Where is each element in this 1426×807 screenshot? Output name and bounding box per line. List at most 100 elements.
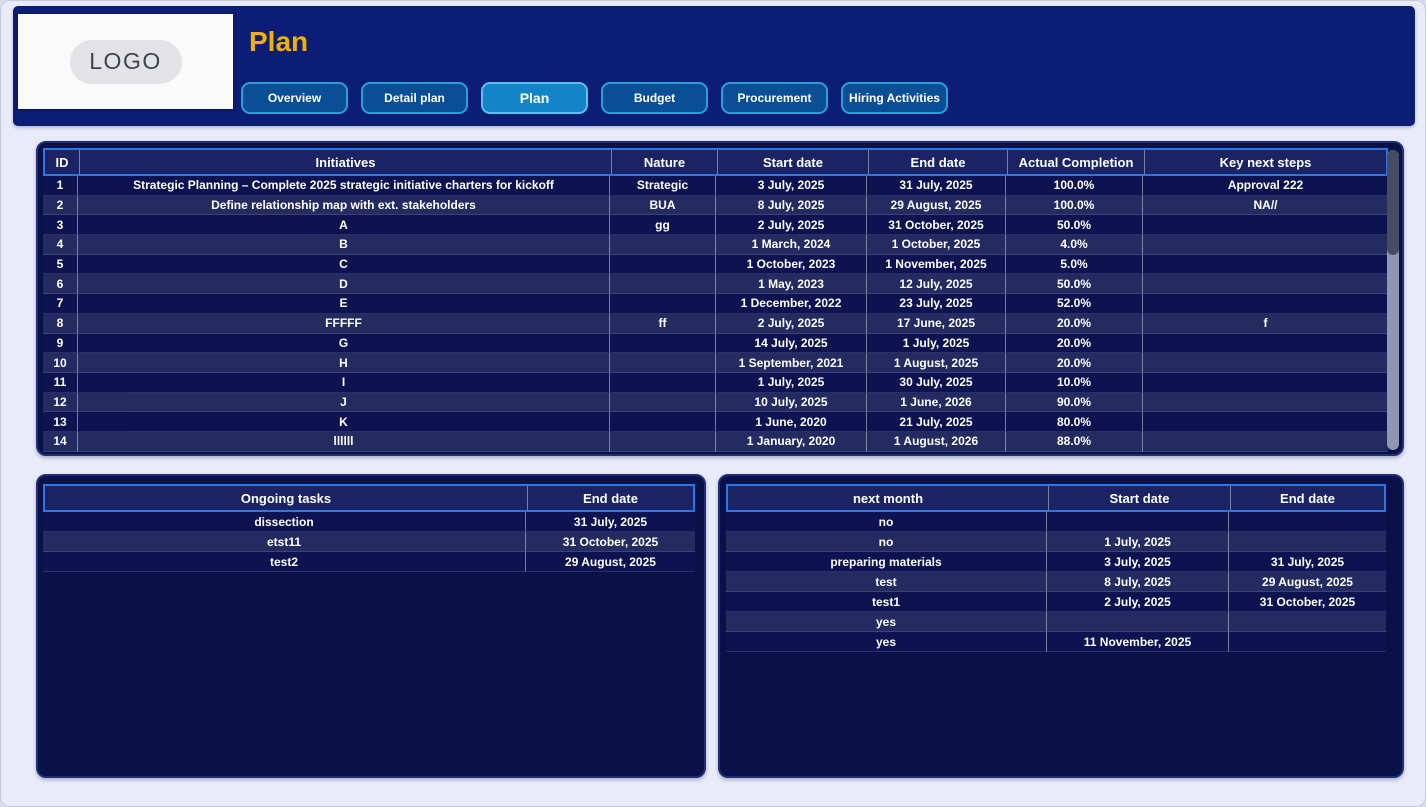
cell [1143, 373, 1388, 393]
column-header: next month [728, 486, 1049, 510]
cell [1047, 512, 1229, 532]
cell: f [1143, 314, 1388, 334]
cell: D [78, 274, 610, 295]
cell: 29 August, 2025 [1229, 572, 1386, 592]
column-header: Start date [718, 150, 869, 174]
cell: Define relationship map with ext. stakeh… [78, 195, 610, 216]
cell: 50.0% [1006, 274, 1143, 295]
cell: 17 June, 2025 [867, 313, 1006, 334]
tab-overview[interactable]: Overview [241, 82, 348, 114]
tab-plan[interactable]: Plan [481, 82, 588, 114]
cell: 1 July, 2025 [867, 333, 1006, 354]
cell [1143, 334, 1388, 354]
cell [1143, 294, 1388, 314]
cell: llllll [78, 431, 610, 452]
cell: FFFFF [78, 313, 610, 334]
tab-hiring-activities[interactable]: Hiring Activities [841, 82, 948, 114]
cell [1047, 612, 1229, 632]
cell: test2 [43, 552, 526, 572]
table-row: no 1 July, 2025 [726, 532, 1386, 552]
cell [1143, 255, 1388, 275]
column-header: End date [869, 150, 1008, 174]
table-header-row: next month Start date End date [726, 484, 1386, 512]
table-row: 12 J 10 July, 2025 1 June, 2026 90.0% [43, 392, 1388, 413]
table-body: dissection 31 July, 2025 etst11 31 October,… [43, 512, 695, 572]
cell [1229, 632, 1386, 652]
cell: 29 August, 2025 [526, 552, 695, 572]
cell: 1 July, 2025 [716, 372, 867, 393]
table-row: 13 K 1 June, 2020 21 July, 2025 80.0% [43, 412, 1388, 432]
cell [610, 235, 716, 255]
cell [610, 254, 716, 275]
cell: 30 July, 2025 [867, 372, 1006, 393]
table-row: 9 G 14 July, 2025 1 July, 2025 20.0% [43, 333, 1388, 354]
scrollbar-thumb[interactable] [1387, 150, 1399, 255]
cell: 31 October, 2025 [867, 215, 1006, 236]
logo: LOGO [69, 39, 182, 84]
column-header: End date [1280, 490, 1335, 506]
cell: 8 July, 2025 [1047, 572, 1229, 592]
cell [1229, 512, 1386, 532]
cell: NA// [1143, 196, 1388, 216]
cell: 4.0% [1006, 235, 1143, 255]
next-month-panel: next month Start date End date no no 1 July,… [718, 474, 1404, 778]
table-header-row: Ongoing tasks End date [43, 484, 695, 512]
next-month-table: next month Start date End date no no 1 July,… [726, 484, 1386, 652]
cell: 1 May, 2023 [716, 274, 867, 295]
nav-tabs: Overview Detail plan Plan Budget Procurement… [241, 82, 948, 114]
cell: K [78, 412, 610, 432]
cell: 9 [43, 333, 78, 354]
cell: E [78, 294, 610, 314]
cell: 31 October, 2025 [526, 532, 695, 552]
table-row: 1 Strategic Planning – Complete 2025 stra… [43, 176, 1388, 196]
table-row: no [726, 512, 1386, 532]
cell: C [78, 254, 610, 275]
cell [610, 392, 716, 413]
cell: 1 November, 2025 [867, 254, 1006, 275]
page-title: Plan [249, 26, 309, 57]
cell: 6 [43, 274, 78, 295]
cell: 31 July, 2025 [1229, 552, 1386, 572]
cell: 1 July, 2025 [1047, 532, 1229, 552]
cell: preparing materials [726, 552, 1047, 572]
cell: test1 [726, 592, 1047, 612]
tab-detail-plan[interactable]: Detail plan [361, 82, 468, 114]
table-row: dissection 31 July, 2025 [43, 512, 695, 532]
cell [1143, 393, 1388, 413]
cell: 1 January, 2020 [716, 431, 867, 452]
header-band: LOGO Plan Overview Detail plan Plan Budget P… [13, 6, 1415, 126]
cell [610, 372, 716, 393]
cell [610, 333, 716, 354]
cell: 5 [43, 254, 78, 275]
cell: Strategic Planning – Complete 2025 strat… [78, 176, 610, 196]
cell: 100.0% [1006, 195, 1143, 216]
logo-box: LOGO [18, 14, 233, 109]
cell [1143, 353, 1388, 373]
cell: 2 July, 2025 [1047, 592, 1229, 612]
cell: J [78, 392, 610, 413]
cell: 100.0% [1006, 176, 1143, 196]
cell: 80.0% [1006, 412, 1143, 432]
cell: Approval 222 [1143, 176, 1388, 196]
cell: 1 October, 2023 [716, 254, 867, 275]
table-row: 14 llllll 1 January, 2020 1 August, 2026 88.… [43, 431, 1388, 452]
vertical-scrollbar[interactable] [1387, 150, 1399, 450]
cell: etst11 [43, 532, 526, 552]
table-body: no no 1 July, 2025 preparing materials 3 Jul… [726, 512, 1386, 652]
cell [1229, 532, 1386, 552]
cell: 29 August, 2025 [867, 195, 1006, 216]
tab-procurement[interactable]: Procurement [721, 82, 828, 114]
cell [610, 353, 716, 373]
cell: 5.0% [1006, 254, 1143, 275]
cell: 11 November, 2025 [1047, 632, 1229, 652]
cell [1143, 235, 1388, 255]
cell: 1 August, 2026 [867, 431, 1006, 452]
tab-budget[interactable]: Budget [601, 82, 708, 114]
cell: test [726, 572, 1047, 592]
cell: 3 [43, 215, 78, 236]
cell [610, 412, 716, 432]
cell [610, 431, 716, 452]
table-row: 10 H 1 September, 2021 1 August, 2025 20.0% [43, 353, 1388, 373]
